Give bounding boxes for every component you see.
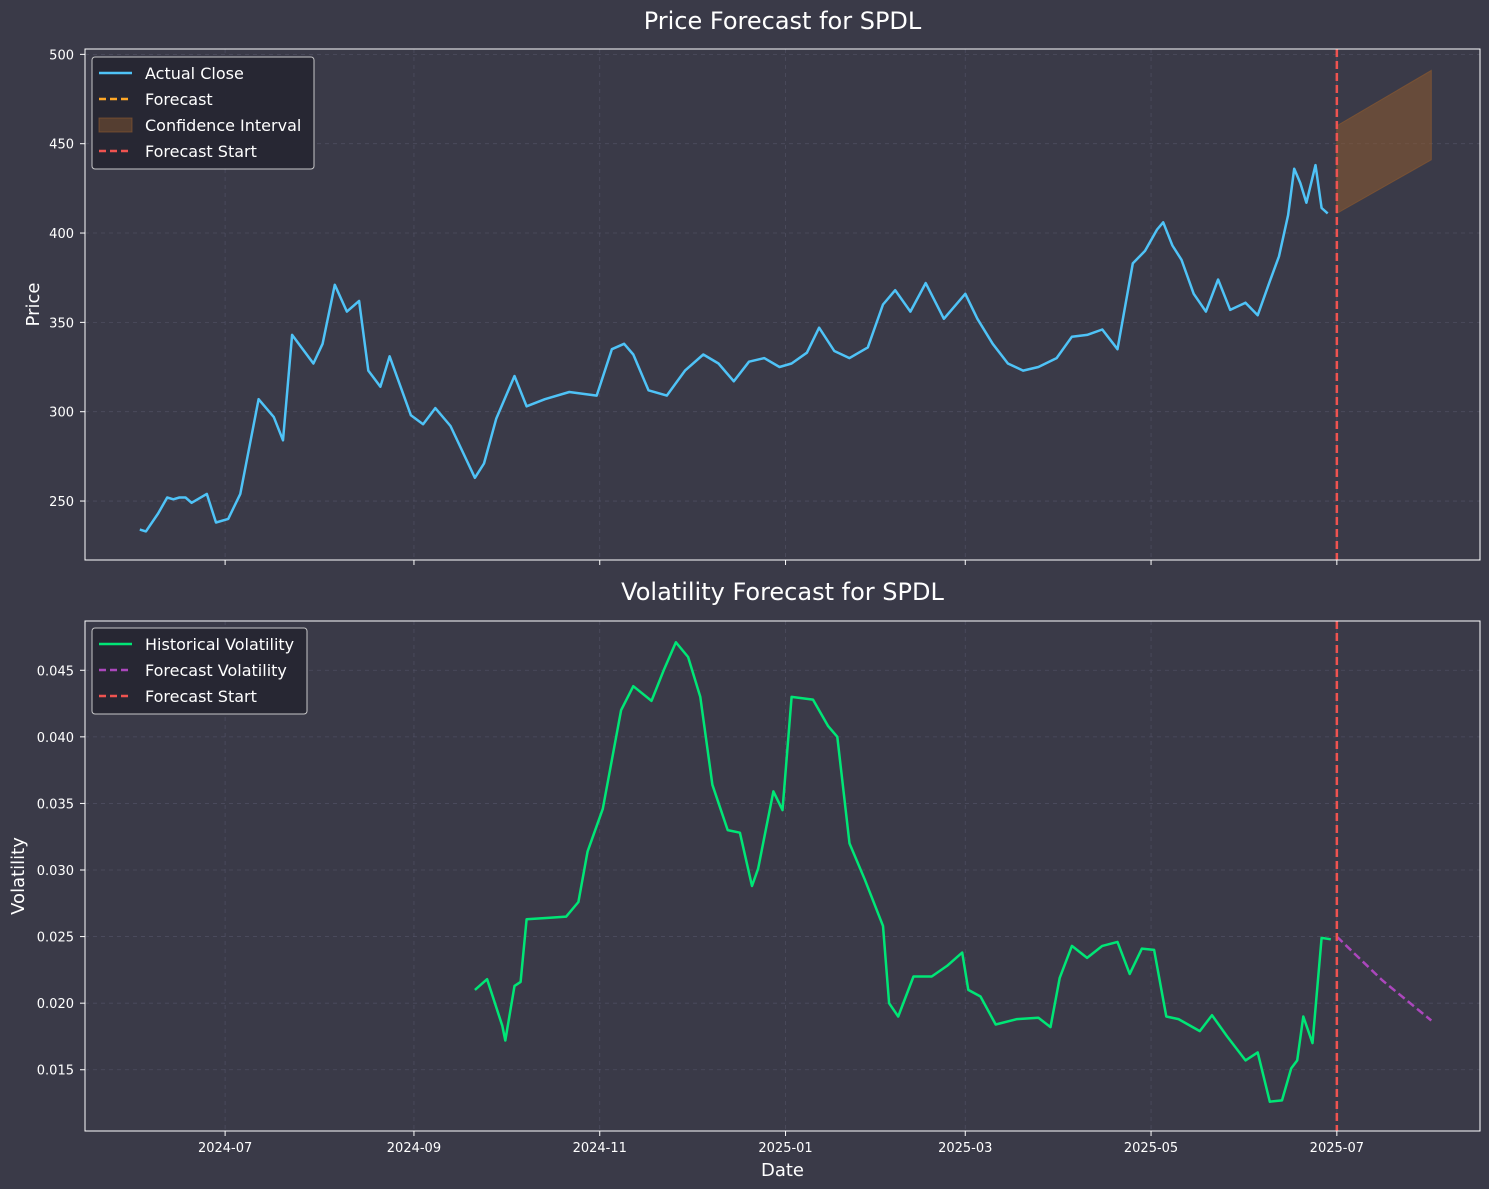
y-tick-label: 300 <box>49 406 74 421</box>
y-tick-label: 0.045 <box>37 664 74 679</box>
x-tick-label: 2025-05 <box>1124 1141 1178 1156</box>
volatility-chart-title: Volatility Forecast for SPDL <box>621 578 944 606</box>
y-tick-label: 0.030 <box>37 864 74 879</box>
x-axis-label: Date <box>761 1160 804 1181</box>
y-tick-label: 0.015 <box>37 1064 74 1079</box>
historical-volatility-legend-label: Historical Volatility <box>145 635 294 654</box>
confidence-interval-legend-swatch <box>98 117 133 133</box>
price-chart: 250 300 350 400 450 500 Price Forecast for SPD… <box>23 7 1481 565</box>
y-tick-label: 0.020 <box>37 997 74 1012</box>
y-tick-label: 350 <box>49 316 74 331</box>
y-tick-label: 250 <box>49 495 74 510</box>
volatility-y-axis-label: Volatility <box>8 837 29 915</box>
forecast-start-legend-label: Forecast Start <box>145 687 257 706</box>
x-tick-label: 2024-07 <box>198 1141 252 1156</box>
price-y-axis-label: Price <box>23 283 44 327</box>
y-tick-label: 0.040 <box>37 731 74 746</box>
x-tick-label: 2024-09 <box>387 1141 441 1156</box>
actual-close-line <box>139 163 1329 533</box>
confidence-interval-legend-label: Confidence Interval <box>145 116 301 135</box>
confidence-interval-band <box>1336 69 1432 215</box>
y-tick-label: 0.025 <box>37 931 74 946</box>
volatility-chart: 0.015 0.020 0.025 0.030 0.035 0.040 0.045 2024-… <box>8 578 1481 1181</box>
x-tick-label: 2024-11 <box>573 1141 627 1156</box>
legend-box <box>91 56 315 170</box>
x-tick-label: 2025-07 <box>1310 1141 1364 1156</box>
forecast-start-legend-label: Forecast Start <box>145 142 257 161</box>
price-chart-title: Price Forecast for SPDL <box>644 7 922 35</box>
forecast-volatility-line <box>1335 935 1433 1022</box>
y-tick-label: 500 <box>49 48 74 63</box>
x-tick-label: 2025-01 <box>758 1141 812 1156</box>
forecast-legend-label: Forecast <box>145 90 213 109</box>
historical-volatility-line <box>474 641 1331 1103</box>
x-tick-label: 2025-03 <box>938 1141 992 1156</box>
y-tick-label: 400 <box>49 227 74 242</box>
y-tick-label: 450 <box>49 138 74 153</box>
legend-box <box>91 627 308 715</box>
actual-close-legend-label: Actual Close <box>145 64 244 83</box>
plot-frame <box>84 48 1481 561</box>
plot-frame <box>84 620 1481 1132</box>
forecast-volatility-legend-label: Forecast Volatility <box>145 661 287 680</box>
y-tick-label: 0.035 <box>37 797 74 812</box>
